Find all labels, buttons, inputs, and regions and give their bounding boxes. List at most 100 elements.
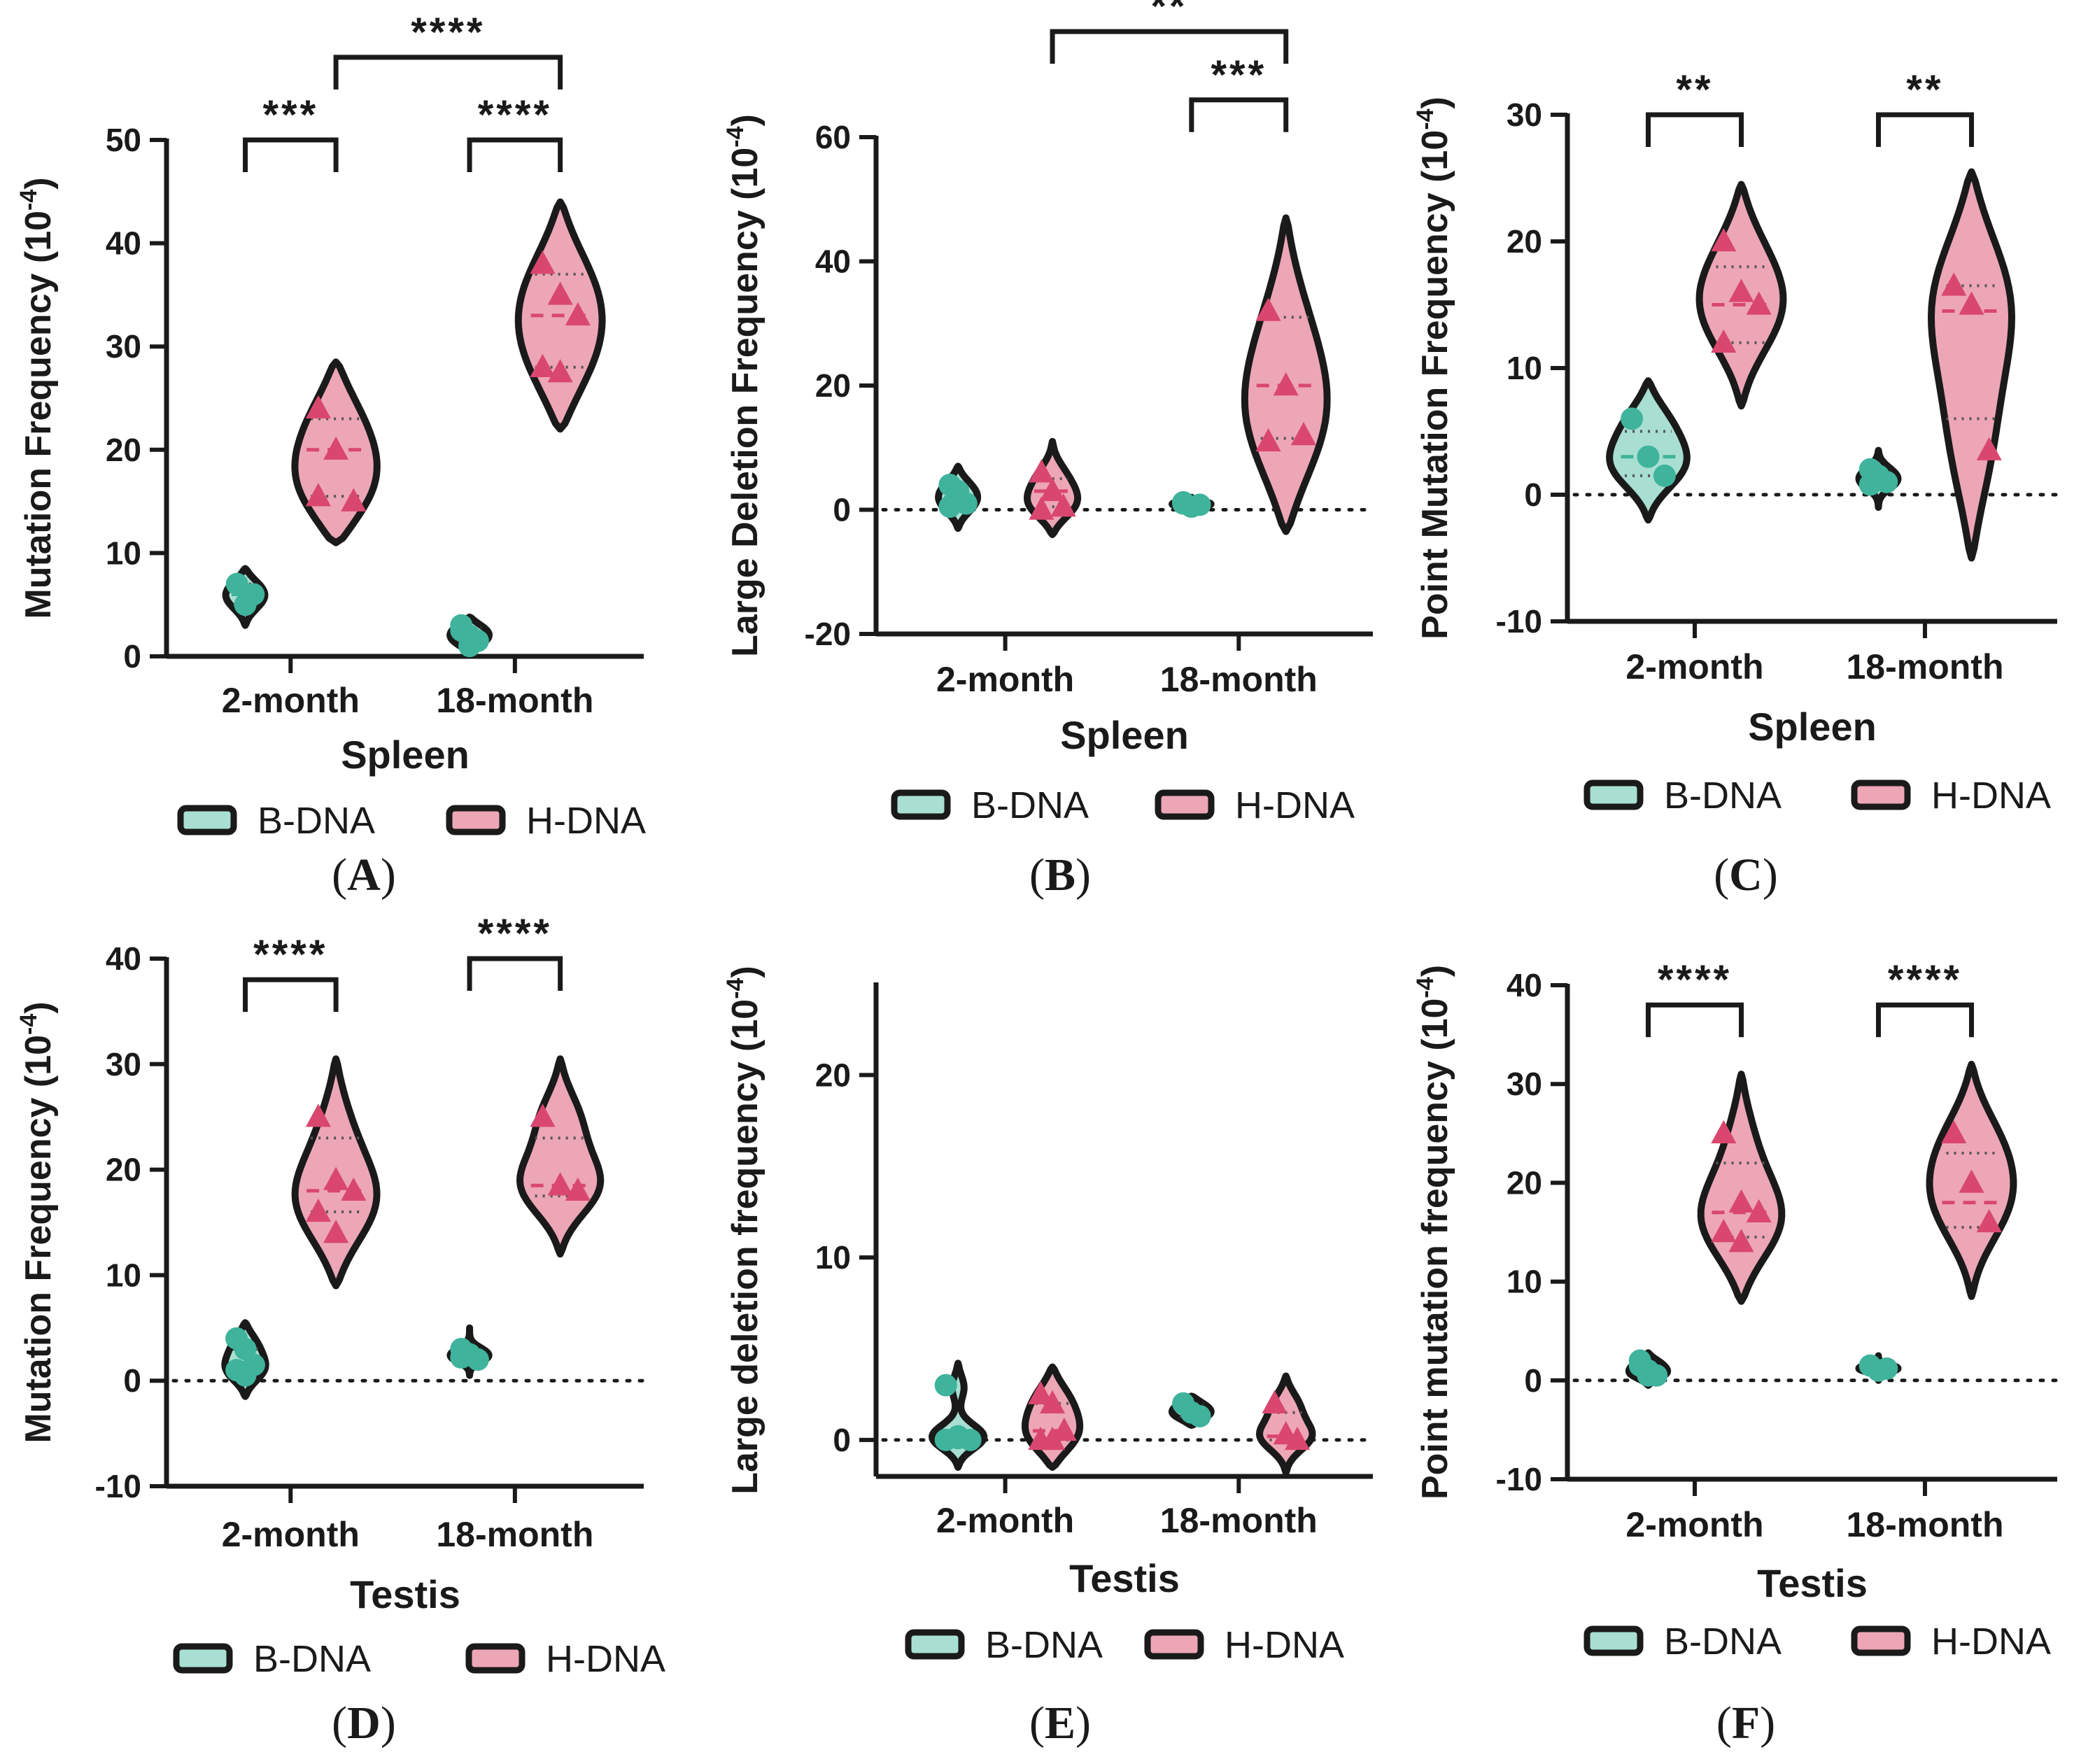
h-dna-violin-2-month: [1024, 437, 1082, 538]
b-dna-point: [466, 1348, 489, 1371]
h-dna-point: [547, 1172, 573, 1196]
bracket-line: [243, 137, 339, 172]
significance-stars: **: [1676, 67, 1713, 113]
significance-stars: ***: [262, 92, 318, 138]
significance-stars: ***: [1211, 52, 1267, 98]
h-dna-point: [547, 359, 573, 383]
y-tick-label: 10: [1507, 1264, 1542, 1300]
y-tick-label: 10: [106, 1257, 141, 1293]
h-dna-violin-2-month: [1022, 1363, 1084, 1471]
y-tick-label: 20: [815, 367, 851, 404]
legend-swatch-b-dna: [173, 1643, 233, 1674]
bracket-line: [333, 55, 563, 90]
b-dna-violin-2-month: [222, 565, 269, 629]
legend-label-h-dna: H-DNA: [526, 800, 646, 842]
y-tick-label: 10: [1507, 350, 1542, 386]
significance-bracket: ****: [243, 932, 339, 1012]
b-dna-point: [1858, 473, 1882, 496]
significance-stars: **: [1150, 0, 1187, 29]
panel-label: (F): [1716, 1698, 1775, 1749]
significance-bracket: ***: [243, 92, 339, 172]
b-dna-violin-18-month: [446, 1324, 493, 1379]
h-dna-point: [1711, 1120, 1737, 1144]
y-tick-label: -20: [805, 616, 851, 652]
legend-swatch-h-dna: [1155, 789, 1215, 820]
violin-body: [1928, 168, 2015, 562]
h-dna-point: [1959, 291, 1984, 315]
y-tick-label: -10: [1496, 1461, 1542, 1497]
x-tick-label: 2-month: [222, 681, 360, 720]
h-dna-point: [323, 1220, 349, 1243]
b-dna-violin-2-month: [935, 463, 982, 532]
b-dna-violin-2-month: [221, 1319, 269, 1400]
y-tick-label: -10: [1496, 603, 1542, 640]
legend-swatch-b-dna: [1583, 1625, 1644, 1656]
h-dna-point: [1959, 1169, 1984, 1193]
h-dna-violin-18-month: [516, 1055, 605, 1258]
y-tick-label: 0: [833, 1422, 851, 1458]
x-tick-label: 2-month: [222, 1515, 360, 1554]
h-dna-point: [341, 1177, 367, 1201]
legend-swatch-h-dna: [465, 1643, 525, 1674]
legend-swatch-b-dna: [891, 789, 951, 820]
h-dna-violin-18-month: [1926, 1061, 2017, 1300]
b-dna-violin-18-month: [1168, 1392, 1215, 1429]
bracket-line: [1646, 112, 1744, 147]
y-tick-label: 40: [106, 940, 141, 977]
y-tick-label: 0: [123, 1362, 141, 1399]
b-dna-violin-2-month: [929, 1360, 988, 1471]
b-dna-point: [1875, 1357, 1898, 1380]
x-axis-label: Testis: [1069, 1556, 1180, 1600]
x-tick-label: 18-month: [436, 681, 593, 720]
bracket-line: [1646, 1002, 1744, 1038]
panel-f: -10 0 10 20 30 40 2-month 18-month Testis Point m…: [1412, 957, 2059, 1749]
b-dna-point: [234, 1364, 257, 1387]
b-dna-point: [1637, 445, 1660, 468]
significance-stars: ****: [478, 911, 552, 957]
h-dna-point: [1284, 1426, 1311, 1451]
h-dna-violin-2-month: [1695, 181, 1787, 410]
h-dna-violin-18-month: [1928, 168, 2015, 562]
legend: B-DNA H-DNA: [177, 800, 646, 842]
bracket-line: [1876, 1002, 1974, 1038]
x-axis-label: Testis: [1757, 1561, 1868, 1605]
h-dna-point: [530, 353, 556, 377]
y-tick-label: 10: [815, 1239, 851, 1276]
violin-body: [1022, 1363, 1084, 1471]
legend: B-DNA H-DNA: [1583, 1621, 2051, 1663]
panel-d: -10 0 10 20 30 40 2-month 18-month Testis Mutatio…: [15, 911, 665, 1749]
b-dna-violin-18-month: [1169, 491, 1215, 518]
h-dna-point: [323, 1166, 349, 1190]
significance-stars: **: [1906, 67, 1943, 113]
y-tick-label: 30: [106, 328, 141, 365]
x-tick-label: 2-month: [936, 660, 1074, 699]
y-tick-label: 30: [1507, 1066, 1542, 1102]
b-dna-point: [1188, 1404, 1211, 1427]
significance-bracket: **: [1876, 67, 1974, 147]
h-dna-point: [1262, 1390, 1288, 1413]
h-dna-point: [1290, 422, 1316, 446]
x-tick-label: 2-month: [1625, 647, 1763, 686]
h-dna-point: [1746, 291, 1772, 315]
h-dna-point: [323, 436, 349, 460]
h-dna-point: [305, 483, 331, 507]
panel-c: -10 0 10 20 30 2-month 18-month Spleen Point Mut…: [1412, 67, 2059, 901]
y-tick-label: 40: [1507, 967, 1542, 1003]
x-axis-label: Spleen: [1748, 705, 1877, 749]
bracket-line: [1050, 29, 1289, 64]
y-tick-label: 10: [106, 535, 141, 571]
x-axis-label: Spleen: [1060, 713, 1189, 757]
x-tick-label: 18-month: [1847, 647, 2004, 686]
b-dna-violin-2-month: [1606, 377, 1691, 524]
legend-label-b-dna: B-DNA: [253, 1638, 371, 1680]
b-dna-violin-2-month: [1625, 1349, 1672, 1389]
h-dna-point: [1941, 1120, 1967, 1144]
y-tick-label: 0: [1524, 477, 1542, 513]
significance-bracket: ****: [1646, 957, 1744, 1038]
h-dna-point: [1029, 459, 1054, 483]
significance-bracket: ****: [467, 911, 563, 991]
legend-swatch-b-dna: [905, 1629, 965, 1660]
significance-stars: ****: [478, 92, 552, 138]
h-dna-point: [1029, 496, 1054, 520]
